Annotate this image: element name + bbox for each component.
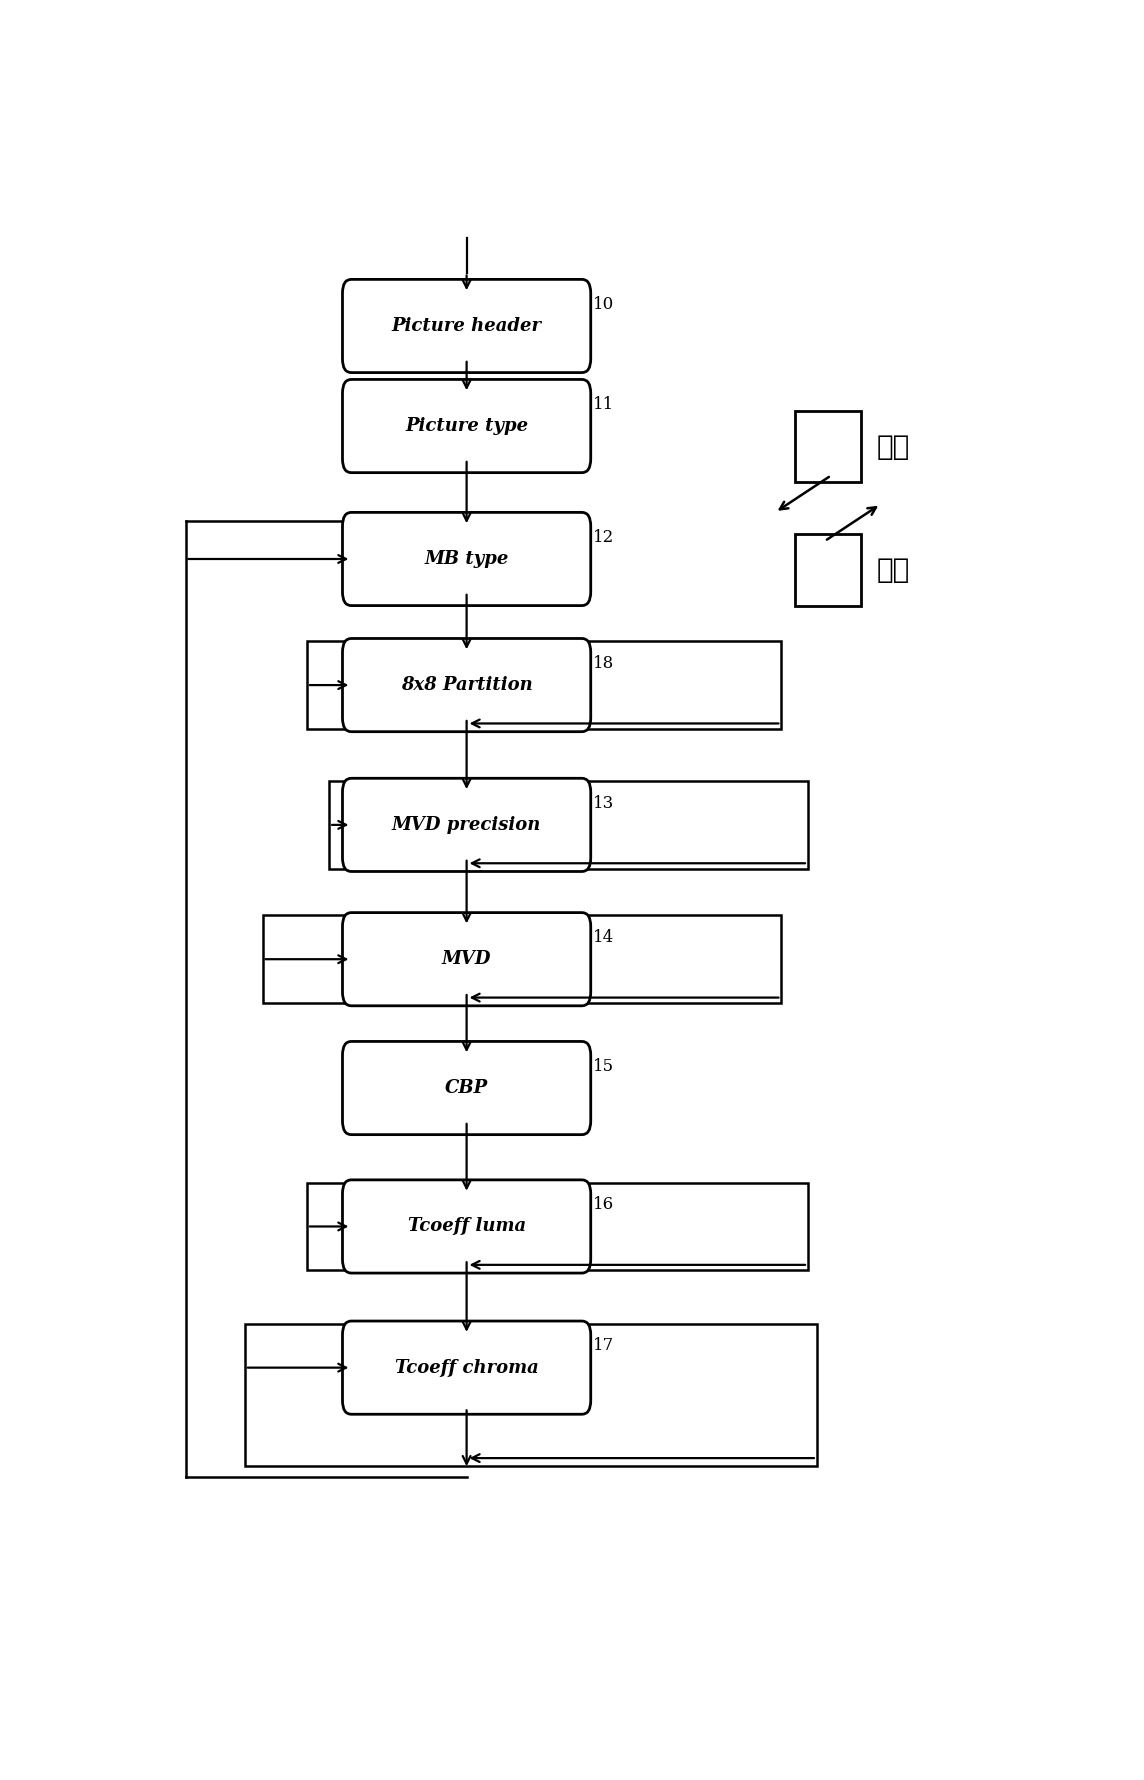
FancyBboxPatch shape xyxy=(342,778,590,872)
Bar xyxy=(307,641,781,730)
FancyBboxPatch shape xyxy=(342,1180,590,1273)
Bar xyxy=(329,781,808,869)
Text: 8x8 Partition: 8x8 Partition xyxy=(400,676,532,694)
FancyBboxPatch shape xyxy=(342,913,590,1006)
Bar xyxy=(795,411,861,482)
Bar xyxy=(795,534,861,605)
Text: 14: 14 xyxy=(594,929,614,945)
Text: Picture header: Picture header xyxy=(391,317,541,335)
Text: Picture type: Picture type xyxy=(405,417,529,434)
FancyBboxPatch shape xyxy=(342,639,590,732)
Text: 17: 17 xyxy=(594,1337,614,1355)
Text: 循环: 循环 xyxy=(877,555,911,584)
FancyBboxPatch shape xyxy=(342,1041,590,1134)
Bar xyxy=(307,1182,808,1271)
FancyBboxPatch shape xyxy=(342,513,590,605)
Text: 10: 10 xyxy=(594,295,614,313)
Bar xyxy=(245,1324,817,1467)
Bar xyxy=(263,915,781,1004)
Text: 13: 13 xyxy=(594,794,614,812)
FancyBboxPatch shape xyxy=(342,279,590,372)
Text: CBP: CBP xyxy=(445,1079,488,1096)
Text: MB type: MB type xyxy=(424,550,509,568)
Text: Tcoeff chroma: Tcoeff chroma xyxy=(395,1358,539,1376)
Text: MVD precision: MVD precision xyxy=(392,815,541,833)
Text: 16: 16 xyxy=(594,1196,614,1214)
Text: 18: 18 xyxy=(594,655,614,671)
FancyBboxPatch shape xyxy=(342,379,590,473)
Text: 15: 15 xyxy=(594,1057,614,1075)
Text: MVD: MVD xyxy=(442,951,492,968)
Text: 11: 11 xyxy=(594,395,614,413)
Text: 12: 12 xyxy=(594,529,614,546)
Text: Tcoeff luma: Tcoeff luma xyxy=(407,1218,526,1235)
Text: 省略: 省略 xyxy=(877,433,911,461)
FancyBboxPatch shape xyxy=(342,1321,590,1415)
